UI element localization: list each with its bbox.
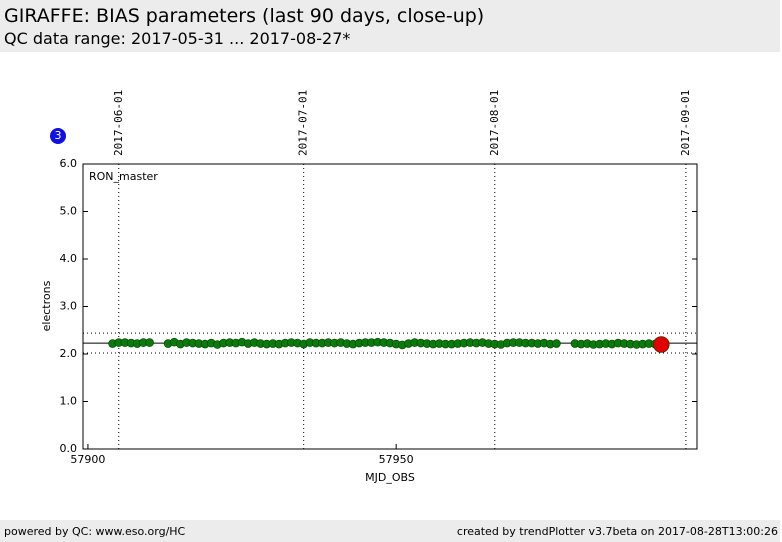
- annotation: RON_master: [89, 170, 158, 183]
- point: [145, 338, 154, 347]
- x-tick-label: 57900: [70, 453, 105, 466]
- footer-right: created by trendPlotter v3.7beta on 2017…: [456, 525, 778, 538]
- footer-left: powered by QC: www.eso.org/HC: [4, 525, 186, 538]
- y-tick-label: 0.0: [60, 442, 78, 455]
- subtitle: QC data range: 2017-05-31 ... 2017-08-27…: [4, 29, 351, 48]
- chart: 3 RON_master MJD_OBS electrons 0.0 1.0 2.0…: [40, 90, 698, 484]
- badge-circle: [50, 128, 66, 144]
- x2-tick-label: 2017-06-01: [112, 90, 125, 156]
- header: GIRAFFE: BIAS parameters (last 90 days, …: [0, 0, 780, 52]
- x2-tick-label: 2017-08-01: [488, 90, 501, 156]
- badge: 3: [55, 129, 62, 142]
- plot-frame: [82, 163, 698, 450]
- x2-tick-label: 2017-07-01: [297, 90, 310, 156]
- y-axis-label: electrons: [40, 280, 53, 331]
- x-tick-label: 57950: [379, 453, 414, 466]
- x-axis-label: MJD_OBS: [365, 471, 415, 484]
- footer: powered by QC: www.eso.org/HC created by…: [0, 520, 780, 542]
- y-tick-label: 4.0: [60, 252, 78, 265]
- y-tick-label: 2.0: [60, 347, 78, 360]
- y-tick-label: 3.0: [60, 300, 78, 313]
- point: [652, 336, 670, 353]
- y-tick-label: 6.0: [60, 157, 78, 170]
- y-tick-label: 1.0: [60, 395, 78, 408]
- title: GIRAFFE: BIAS parameters (last 90 days, …: [4, 5, 485, 27]
- point: [552, 339, 561, 348]
- y-tick-label: 5.0: [60, 205, 78, 218]
- x2-tick-label: 2017-09-01: [679, 90, 692, 156]
